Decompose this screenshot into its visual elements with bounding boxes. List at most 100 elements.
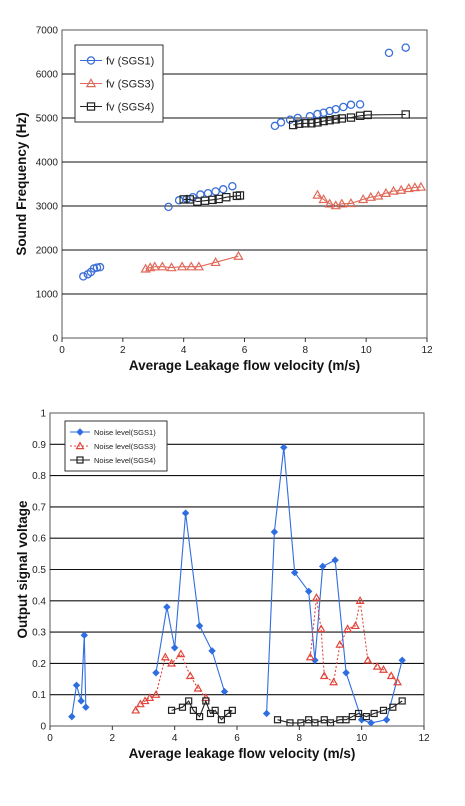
data-point <box>170 644 179 652</box>
y-axis-label: Output signal voltage <box>15 500 30 638</box>
data-point <box>228 706 236 714</box>
data-point <box>398 697 406 705</box>
legend-label: fv (SGS4) <box>106 102 154 114</box>
data-point <box>270 528 279 536</box>
series-3 <box>179 110 410 206</box>
x-tick-label: 10 <box>356 733 368 744</box>
y-tick-label: 1000 <box>36 290 59 301</box>
sound-frequency-chart: 0 1000 2000 3000 4000 5000 6000 7000 0 2 4 6 8 10 12 Av… <box>14 26 433 374</box>
data-point <box>355 100 365 109</box>
data-point <box>325 106 334 116</box>
data-point <box>319 562 327 571</box>
y-tick-label: 3000 <box>36 202 59 213</box>
data-point <box>355 596 365 604</box>
data-point <box>185 697 193 705</box>
data-point <box>370 709 378 718</box>
data-point <box>151 690 161 698</box>
data-point <box>95 262 105 272</box>
data-point <box>218 185 228 194</box>
data-point <box>311 593 321 601</box>
data-point <box>149 261 160 271</box>
data-point <box>152 669 160 677</box>
data-point <box>409 182 421 192</box>
data-point <box>362 713 370 721</box>
data-point <box>324 198 335 208</box>
data-point <box>380 187 392 197</box>
legend-marker <box>75 441 85 450</box>
data-point <box>202 697 210 705</box>
legend-marker <box>86 102 96 111</box>
data-point <box>345 198 357 208</box>
data-point <box>304 587 313 596</box>
output-voltage-chart: 00.10.20.30.40.50.60.70.80.910 2 4 6 8 10 12Av… <box>15 409 430 762</box>
legend-marker <box>76 456 84 464</box>
data-point <box>403 183 414 193</box>
data-point <box>222 193 231 202</box>
data-point <box>217 716 226 724</box>
x-tick-label: 0 <box>59 345 65 356</box>
data-point <box>270 121 280 131</box>
data-point <box>350 621 360 630</box>
x-tick-label: 6 <box>234 733 240 744</box>
data-point <box>401 43 410 52</box>
series-3 <box>167 697 406 727</box>
data-point <box>293 113 302 123</box>
data-point <box>295 119 304 128</box>
data-point <box>330 200 341 210</box>
data-point <box>262 709 271 718</box>
data-point <box>357 194 369 204</box>
y-tick-label: 5000 <box>36 114 59 125</box>
data-point <box>415 181 427 191</box>
y-tick-label: 0 <box>40 722 46 733</box>
series-2 <box>140 181 427 273</box>
y-tick-label: 2000 <box>36 246 59 257</box>
data-point <box>167 658 177 667</box>
data-point <box>77 697 85 705</box>
data-point <box>389 703 397 711</box>
data-point <box>79 272 88 281</box>
data-point <box>145 693 155 702</box>
y-tick-label: 0.9 <box>32 440 46 451</box>
data-point <box>286 719 294 727</box>
data-point <box>326 719 335 727</box>
y-tick-label: 6000 <box>36 70 59 81</box>
data-point <box>167 706 176 714</box>
data-point <box>193 261 205 271</box>
data-point <box>325 115 334 125</box>
y-tick-label: 1 <box>40 409 46 420</box>
x-axis-label: Average leakage flow velocity (m/s) <box>129 746 356 761</box>
data-point <box>401 110 410 119</box>
data-point <box>228 181 237 191</box>
data-point <box>363 110 372 120</box>
data-point <box>365 191 376 201</box>
data-point <box>384 48 394 58</box>
data-point <box>336 198 348 208</box>
data-point <box>346 100 356 110</box>
legend-label: Noise level(SGS1) <box>94 428 156 437</box>
data-point <box>179 195 188 204</box>
y-tick-label: 0.7 <box>32 502 46 513</box>
data-point <box>178 703 187 711</box>
data-point <box>386 671 396 680</box>
data-point <box>195 622 204 630</box>
data-point <box>176 649 186 658</box>
data-point <box>189 706 197 714</box>
data-point <box>393 677 402 686</box>
data-point <box>335 639 345 648</box>
data-point <box>395 184 407 194</box>
data-point <box>331 115 340 124</box>
x-tick-label: 12 <box>418 733 430 744</box>
data-point <box>273 716 282 724</box>
data-point <box>363 655 373 664</box>
y-tick-label: 4000 <box>36 158 59 169</box>
data-point <box>354 709 363 718</box>
data-point <box>307 119 316 128</box>
data-point <box>372 661 382 670</box>
data-point <box>367 719 375 727</box>
x-tick-label: 0 <box>47 733 53 744</box>
y-tick-label: 0.6 <box>32 534 46 545</box>
data-point <box>208 647 216 655</box>
data-point <box>339 102 348 112</box>
y-tick-label: 0.5 <box>32 565 46 576</box>
